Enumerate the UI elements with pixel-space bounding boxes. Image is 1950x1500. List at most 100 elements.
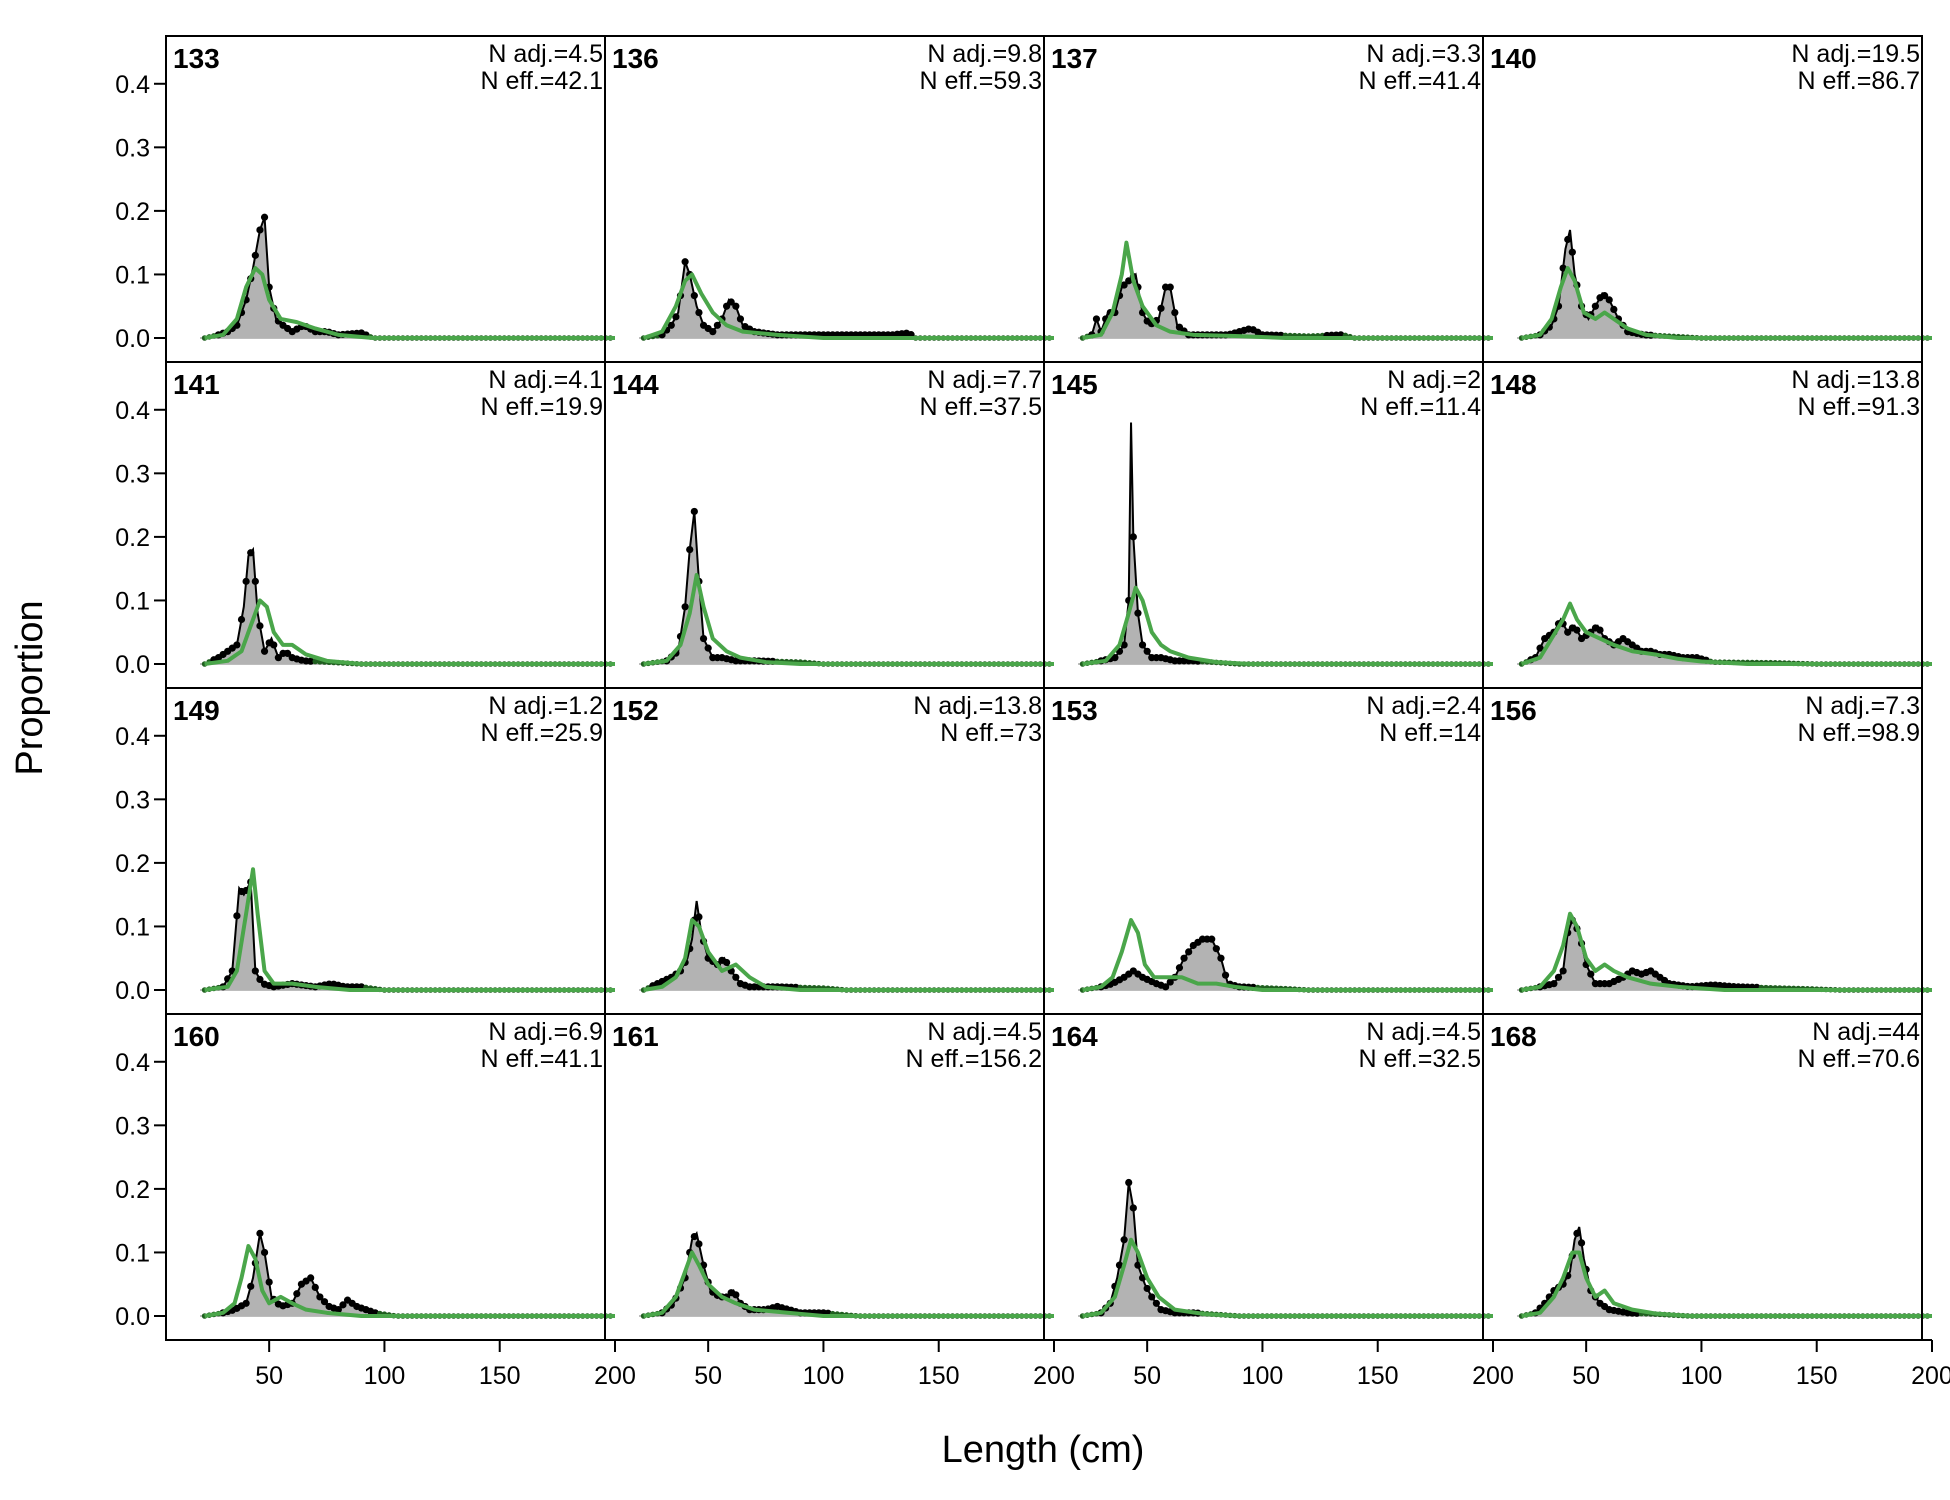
n-adj-label: N adj.=1.2 — [488, 692, 603, 720]
observed-point — [1185, 948, 1193, 956]
observed-area — [1521, 619, 1932, 664]
y-tick-label: 0.3 — [115, 1112, 150, 1140]
n-eff-label: N eff.=41.1 — [480, 1045, 603, 1073]
y-tick-label: 0.2 — [115, 198, 150, 226]
observed-point — [732, 302, 740, 310]
n-eff-label: N eff.=59.3 — [919, 67, 1042, 95]
panel-168: 168 N adj.=44N eff.=70.6 — [1482, 1013, 1932, 1341]
observed-point — [1175, 964, 1184, 972]
x-tick-label: 100 — [1681, 1362, 1723, 1390]
expected-line — [643, 918, 1054, 992]
x-tick-label: 50 — [255, 1362, 283, 1390]
panel-label: 148 — [1490, 369, 1537, 400]
observed-point — [293, 1290, 301, 1298]
panel-161: 161 N adj.=4.5N eff.=156.2 — [604, 1013, 1054, 1341]
panel-label: 137 — [1051, 43, 1098, 74]
observed-point — [1138, 1274, 1147, 1282]
panel-141: 141 N adj.=4.1N eff.=19.9 — [165, 361, 615, 689]
observed-point — [1138, 641, 1147, 649]
observed-point — [233, 641, 241, 649]
observed-point — [251, 577, 259, 585]
observed-point — [1573, 1229, 1581, 1237]
observed-point — [1120, 281, 1128, 289]
observed-point — [260, 213, 269, 221]
n-eff-label: N eff.=37.5 — [919, 393, 1042, 421]
observed-point — [1143, 1284, 1151, 1293]
observed-area — [1521, 229, 1932, 338]
expected-line — [1082, 240, 1493, 340]
panel-148: 148 N adj.=13.8N eff.=91.3 — [1482, 361, 1932, 689]
observed-point — [1568, 248, 1576, 256]
panel-140: 140 N adj.=19.5N eff.=86.7 — [1482, 35, 1932, 363]
panel-149: 149 N adj.=1.2N eff.=25.9 — [165, 687, 615, 1015]
observed-point — [1120, 1236, 1128, 1244]
x-tick-label: 150 — [1796, 1362, 1838, 1390]
observed-point — [736, 315, 745, 323]
observed-point — [1129, 533, 1137, 541]
observed-point — [723, 958, 731, 967]
expected-line — [1082, 1237, 1493, 1318]
observed-point — [260, 647, 269, 655]
observed-area — [1082, 274, 1493, 338]
x-tick-label: 150 — [918, 1362, 960, 1390]
observed-area — [1521, 1227, 1932, 1316]
y-tick-label: 0.4 — [115, 397, 150, 425]
observed-point — [311, 1283, 319, 1291]
observed-point — [1596, 626, 1604, 634]
observed-point — [690, 1232, 698, 1241]
observed-area — [643, 511, 1054, 664]
observed-point — [1550, 980, 1558, 988]
observed-point — [1180, 954, 1188, 962]
x-tick-label: 200 — [1033, 1362, 1075, 1390]
observed-point — [242, 577, 250, 585]
observed-point — [1559, 967, 1567, 975]
observed-point — [723, 302, 731, 310]
observed-point — [1166, 283, 1174, 291]
expected-line — [204, 266, 615, 340]
observed-point — [1152, 1299, 1160, 1307]
observed-point — [256, 975, 264, 984]
observed-point — [1605, 296, 1613, 304]
panel-label: 140 — [1490, 43, 1537, 74]
expected-line — [204, 1244, 615, 1318]
observed-point — [1536, 644, 1544, 652]
n-adj-label: N adj.=44 — [1812, 1018, 1920, 1046]
n-adj-label: N adj.=6.9 — [488, 1018, 603, 1046]
y-axis-row-3: 0.0 0.1 0.2 0.3 0.4 — [115, 723, 167, 1005]
observed-point — [1601, 292, 1609, 300]
y-tick-label: 0.3 — [115, 460, 150, 488]
observed-point — [1166, 978, 1174, 986]
observed-area — [1521, 920, 1932, 990]
observed-point — [1115, 1261, 1124, 1269]
observed-point — [681, 603, 689, 611]
observed-point — [732, 973, 740, 981]
y-tick-label: 0.3 — [115, 786, 150, 814]
observed-point — [1125, 1178, 1133, 1187]
y-axis-row-1: 0.0 0.1 0.2 0.3 0.4 — [115, 71, 167, 353]
observed-point — [307, 657, 315, 665]
observed-point — [256, 226, 264, 234]
panel-label: 164 — [1051, 1021, 1098, 1052]
n-eff-label: N eff.=25.9 — [480, 719, 603, 747]
observed-point — [1221, 971, 1230, 979]
observed-area — [204, 1233, 615, 1316]
n-eff-label: N eff.=11.4 — [1360, 393, 1481, 421]
observed-point — [727, 298, 735, 306]
x-axis-col-1: 50 100 150 200 — [255, 1339, 636, 1390]
n-adj-label: N adj.=13.8 — [913, 692, 1042, 720]
panel-label: 144 — [612, 369, 659, 400]
n-adj-label: N adj.=2.4 — [1366, 692, 1481, 720]
n-adj-label: N adj.=4.5 — [488, 40, 603, 68]
x-tick-label: 150 — [479, 1362, 521, 1390]
expected-line — [1082, 918, 1493, 992]
expected-line — [1520, 601, 1932, 666]
observed-point — [1577, 1239, 1586, 1247]
n-adj-label: N adj.=19.5 — [1791, 40, 1920, 68]
x-tick-label: 50 — [1572, 1362, 1600, 1390]
observed-point — [1120, 641, 1128, 649]
n-eff-label: N eff.=42.1 — [480, 67, 603, 95]
observed-point — [1143, 647, 1151, 655]
n-eff-label: N eff.=86.7 — [1797, 67, 1920, 95]
observed-point — [334, 1306, 342, 1314]
